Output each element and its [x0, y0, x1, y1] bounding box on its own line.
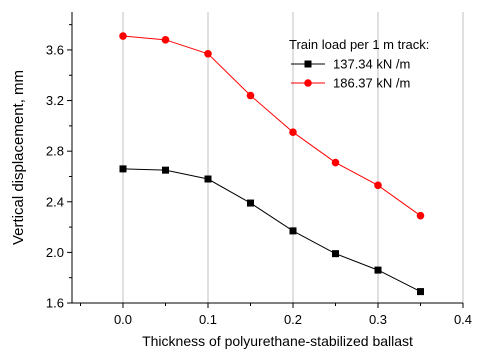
y-tick-label: 2.0 [46, 245, 64, 260]
data-point-2 [331, 158, 340, 167]
data-point-2 [119, 32, 127, 40]
legend: Train load per 1 m track: 137.34 kN /m 18… [289, 37, 429, 91]
data-point-1 [204, 175, 212, 183]
data-point-2 [374, 181, 382, 190]
data-point-1 [162, 166, 169, 174]
data-point-2 [416, 211, 425, 220]
legend-entry-label: 137.34 kN /m [333, 57, 410, 72]
x-tick-label: 0.1 [199, 312, 217, 327]
data-point-2 [204, 49, 212, 58]
data-point-2 [161, 36, 170, 44]
y-tick-label: 2.8 [46, 144, 64, 159]
y-axis-label: Vertical displacement, mm [10, 70, 27, 245]
x-tick-label: 0.2 [284, 312, 302, 327]
y-tick-label: 2.4 [46, 194, 64, 209]
data-point-1 [417, 288, 424, 296]
legend-entry-label: 186.37 kN /m [333, 76, 410, 91]
data-point-1 [247, 199, 254, 207]
y-tick-label: 3.6 [46, 42, 64, 57]
data-point-1 [289, 227, 297, 235]
data-point-1 [332, 250, 339, 258]
series-layer [119, 32, 425, 296]
legend-marker [304, 60, 312, 68]
series-line-1 [122, 168, 421, 293]
legend-title: Train load per 1 m track: [289, 37, 429, 52]
series-line-2 [122, 35, 421, 217]
x-tick-label: 0.4 [454, 312, 472, 327]
y-tick-label: 3.2 [46, 93, 64, 108]
axes: 0.0 0.1 0.2 0.3 0.4 1.6 2.0 2.4 2.8 3.2 3.6 [46, 12, 472, 327]
x-axis-label: Thickness of polyurethane-stabilized bal… [142, 333, 413, 349]
data-point-2 [289, 128, 297, 136]
x-tick-label: 0.3 [369, 312, 387, 327]
data-point-1 [374, 266, 382, 274]
gridlines [122, 12, 464, 303]
data-point-1 [119, 165, 127, 173]
data-point-2 [246, 91, 255, 100]
legend-marker [304, 79, 312, 87]
x-tick-label: 0.0 [114, 312, 132, 327]
y-tick-label: 1.6 [46, 296, 64, 311]
